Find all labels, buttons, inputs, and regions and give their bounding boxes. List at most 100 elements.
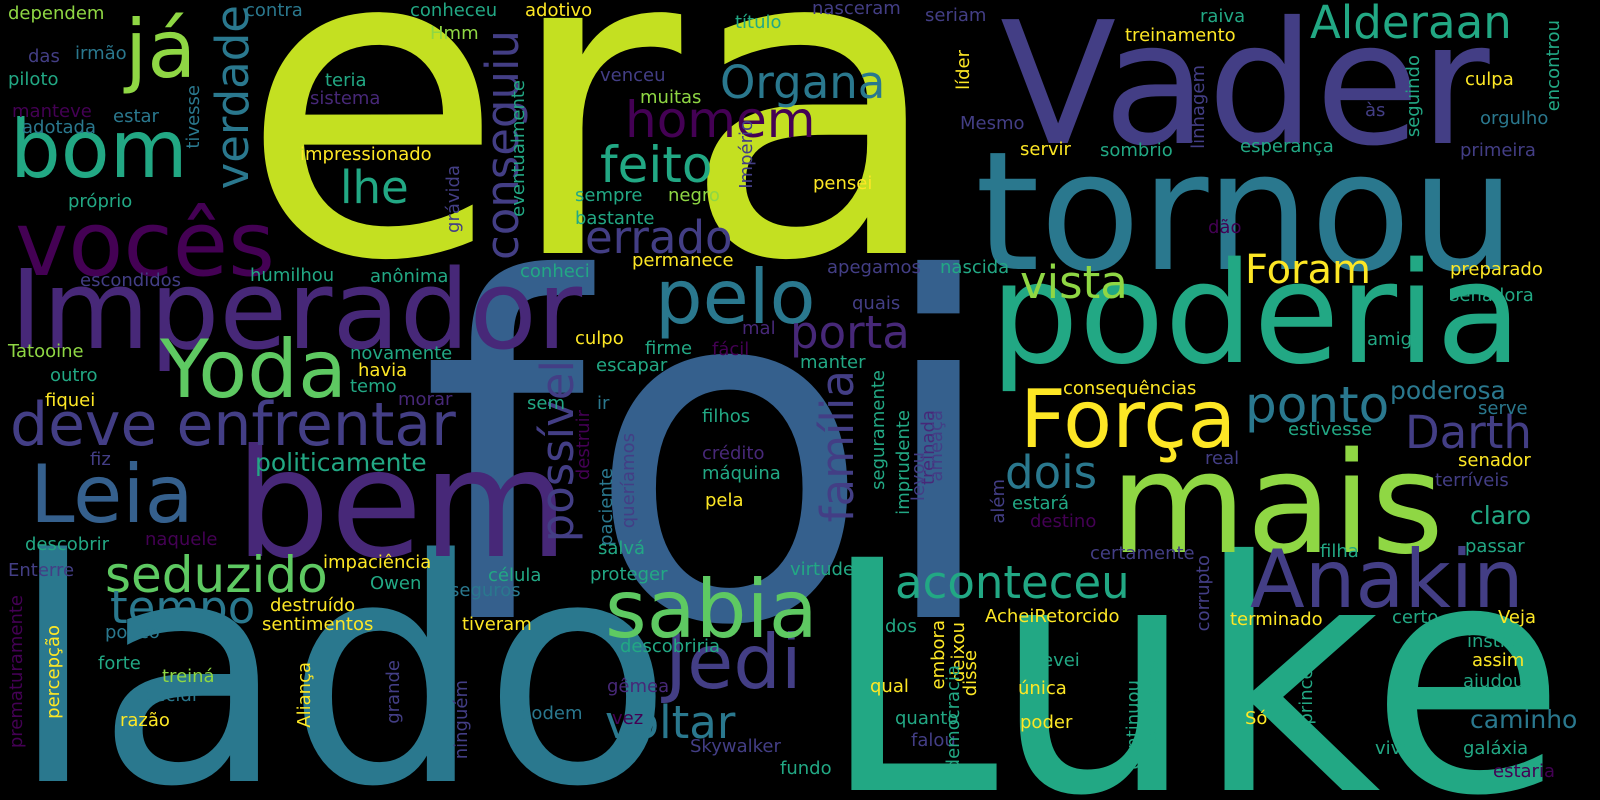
word-virtude: virtude: [790, 559, 855, 580]
word-prematuramente: prematuramente: [6, 595, 27, 749]
word-quais: quais: [852, 293, 901, 314]
word-percepcao: percepção: [43, 625, 64, 719]
word-culpo: culpo: [575, 328, 624, 349]
word-feito: feito: [600, 136, 713, 194]
word-unica: única: [1018, 678, 1067, 699]
word-serve: serve: [1478, 398, 1528, 419]
word-descobrir: descobrir: [25, 534, 110, 555]
word-veja: Veja: [1498, 607, 1537, 628]
word-manter: manter: [800, 352, 866, 373]
word-fiz: fiz: [90, 449, 111, 470]
word-deve-enfrentar: deve enfrentar: [10, 390, 456, 460]
word-pelo: pelo: [655, 253, 816, 341]
word-ponto: ponto: [1245, 376, 1390, 434]
word-fundo: fundo: [780, 758, 832, 779]
word-continuou: continuou: [1123, 680, 1144, 770]
word-sabiamos: sabíamos: [1143, 660, 1164, 746]
word-imperador: Imperador: [10, 246, 583, 374]
word-jedi: Jedi: [665, 618, 802, 706]
word-facil: fácil: [712, 339, 750, 360]
word-sempre: sempre: [575, 185, 643, 206]
word-culpa: culpa: [1465, 69, 1514, 90]
word-contra: contra: [245, 0, 303, 21]
word-yoda: Yoda: [160, 323, 347, 416]
word-ja: já: [125, 3, 197, 96]
word-muitas: muitas: [640, 87, 702, 108]
word-foi: foi: [420, 181, 1004, 728]
word-estar: estar: [113, 106, 159, 127]
word-certo: certo: [1392, 607, 1439, 628]
word-alderaan: Alderaan: [1310, 0, 1512, 49]
word-encontrou: encontrou: [1543, 20, 1564, 112]
word-lado: lado: [10, 494, 673, 800]
word-acheiretorcido: AcheiRetorcido: [985, 606, 1120, 627]
word-servir: servir: [1020, 139, 1071, 160]
word-voces: vocês: [15, 192, 276, 297]
word-ir: ir: [597, 393, 610, 414]
word-corrupto: corrupto: [1193, 555, 1214, 632]
word-alianca: Aliança: [294, 662, 315, 728]
word-ajudou: ajudou: [1463, 671, 1525, 692]
word-decidi: decidi: [143, 685, 197, 706]
word-filha: filha: [1320, 541, 1359, 562]
word-ameaca: ameaça: [926, 410, 947, 482]
word-foram: Foram: [1245, 247, 1371, 293]
word-dos: dos: [885, 616, 917, 637]
word-escondidos: escondidos: [80, 270, 182, 291]
word-real: real: [1205, 448, 1240, 469]
word-mais: mais: [1110, 423, 1445, 586]
word-seguindo: seguindo: [1403, 55, 1424, 138]
word-skywalker: Skywalker: [690, 736, 781, 757]
word-paciente: paciente: [596, 468, 617, 546]
word-primeira: primeira: [1460, 140, 1536, 161]
word-podem: podem: [520, 703, 583, 724]
word-queriamos: queríamos: [618, 433, 639, 529]
word-tempo: tempo: [110, 581, 256, 634]
word-porta: porta: [790, 306, 910, 359]
word-estaria: estaria: [1493, 761, 1555, 782]
word-das: das: [28, 46, 60, 67]
word-darth: Darth: [1405, 406, 1532, 459]
word-disse: disse: [960, 650, 981, 697]
word-tivesse: tivesse: [183, 85, 204, 149]
word-falou: falou: [911, 730, 956, 751]
word-razao: razão: [120, 710, 170, 731]
word-bastante: bastante: [575, 208, 655, 229]
word-vader: Vader: [1000, 0, 1490, 184]
word-treina: treiná: [162, 666, 215, 687]
word-instrui: instruí: [1467, 631, 1524, 652]
word-maquina: máquina: [702, 463, 781, 484]
word-luke: Luke: [820, 494, 1567, 800]
word-seguramente: seguramente: [868, 370, 889, 490]
word-tatooine: Tatooine: [8, 341, 84, 362]
word-morar: morar: [398, 389, 453, 410]
word-seduzido: seduzido: [105, 546, 328, 604]
word-firme: firme: [645, 338, 693, 359]
word-mesmo: Mesmo: [960, 113, 1025, 134]
word-teria: teria: [325, 70, 367, 91]
word-permanece: permanece: [632, 250, 734, 271]
word-impressionado: impressionado: [300, 144, 432, 165]
word-senador: senador: [1458, 450, 1531, 471]
word-tornou: tornou: [975, 116, 1516, 308]
word-proteger: proteger: [590, 564, 668, 585]
word-terminado: terminado: [1230, 609, 1323, 630]
word-politicamente: politicamente: [255, 448, 427, 477]
word-poderosa: poderosa: [1390, 376, 1506, 405]
word-hmm: Hmm: [430, 23, 479, 44]
word-organa: Organa: [720, 56, 886, 109]
word-as: às: [1365, 100, 1386, 121]
word-piloto: piloto: [8, 69, 59, 90]
word-adotada: adotada: [22, 117, 97, 138]
word-temo: temo: [350, 376, 397, 397]
word-amigo: amigo: [1367, 329, 1424, 350]
word-naquele: naquele: [145, 529, 218, 550]
word-terriveis: terríveis: [1435, 470, 1509, 491]
word-nascida: nascida: [940, 257, 1010, 278]
word-princesa: princesa: [1296, 648, 1317, 725]
word-outro: outro: [50, 365, 98, 386]
word-sentimentos: sentimentos: [262, 614, 374, 635]
word-sombrio: sombrio: [1100, 140, 1173, 161]
word-pensei: pensei: [813, 173, 873, 194]
word-treinamento: treinamento: [1125, 25, 1236, 46]
